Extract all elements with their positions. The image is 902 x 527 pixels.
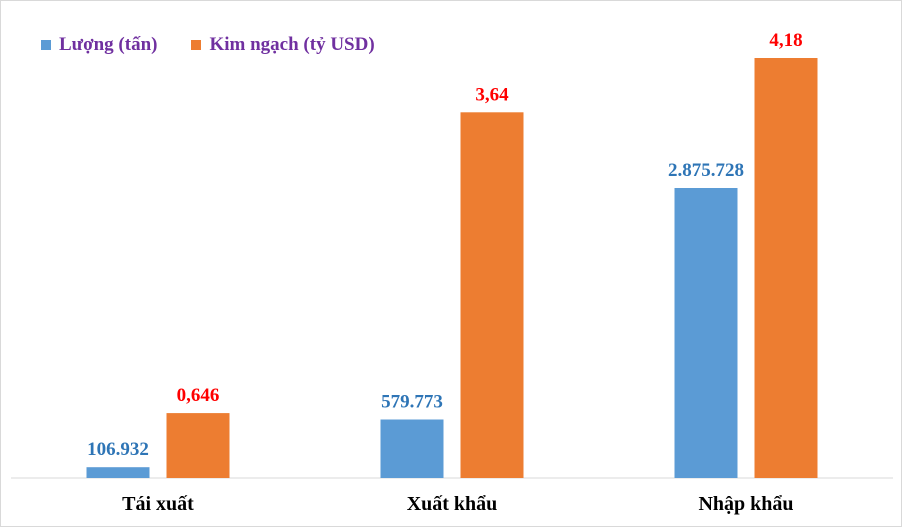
data-label-kim-ngach-ty-usd-xuat-khau: 3,64 <box>475 84 509 105</box>
bar-luong-tan-nhap-khau <box>674 188 738 478</box>
legend-item-luong: Lượng (tấn) <box>41 34 157 56</box>
legend-label-kim-ngach: Kim ngạch (tỷ USD) <box>209 34 375 55</box>
bar-kim-ngach-ty-usd-tai-xuat <box>166 413 230 478</box>
bar-kim-ngach-ty-usd-nhap-khau <box>754 58 818 478</box>
category-label-xuat-khau: Xuất khẩu <box>407 493 498 515</box>
legend-swatch-kim-ngach <box>191 40 202 50</box>
data-label-luong-tan-nhap-khau: 2.875.728 <box>668 160 744 181</box>
category-label-nhap-khau: Nhập khẩu <box>698 493 793 515</box>
bar-luong-tan-tai-xuat <box>86 467 150 478</box>
data-label-kim-ngach-ty-usd-nhap-khau: 4,18 <box>769 30 802 51</box>
legend-item-kim-ngach: Kim ngạch (tỷ USD) <box>191 34 375 56</box>
bar-luong-tan-xuat-khau <box>380 419 444 478</box>
data-label-kim-ngach-ty-usd-tai-xuat: 0,646 <box>177 385 220 406</box>
legend-swatch-luong <box>41 40 51 50</box>
data-label-luong-tan-tai-xuat: 106.932 <box>87 439 149 460</box>
data-label-luong-tan-xuat-khau: 579.773 <box>381 392 443 413</box>
legend: Lượng (tấn) Kim ngạch (tỷ USD) <box>41 34 375 56</box>
bar-kim-ngach-ty-usd-xuat-khau <box>460 112 524 479</box>
legend-label-luong: Lượng (tấn) <box>59 34 158 55</box>
category-label-tai-xuat: Tái xuất <box>122 493 194 515</box>
